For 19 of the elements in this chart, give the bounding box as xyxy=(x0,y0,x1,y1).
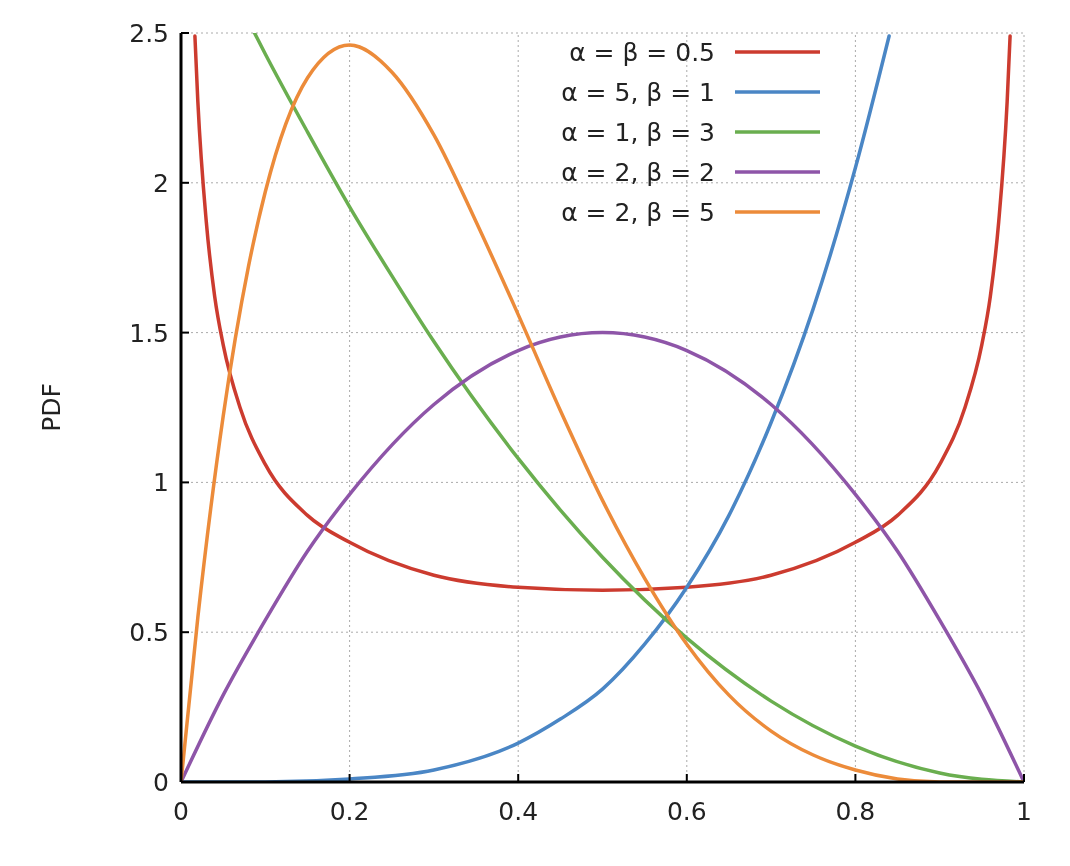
x-tick-label: 0.6 xyxy=(666,797,707,826)
y-tick-label: 2 xyxy=(153,168,169,198)
line-series xyxy=(193,34,1012,593)
x-tick-label: 0.8 xyxy=(835,797,876,826)
x-tick-label: 0.2 xyxy=(329,797,370,826)
x-tick-label: 0.4 xyxy=(498,797,539,826)
y-tick-label: 0.5 xyxy=(129,618,169,648)
y-tick-label: 1 xyxy=(153,468,169,498)
x-tick-label: 0 xyxy=(173,797,189,826)
legend-label: α = 2, β = 2 xyxy=(561,158,715,187)
x-tick-label: 1 xyxy=(1016,797,1032,826)
y-tick-label: 1.5 xyxy=(129,318,169,348)
legend-label: α = 2, β = 5 xyxy=(561,198,715,227)
y-tick-label: 0 xyxy=(153,768,169,797)
legend-label: α = 1, β = 3 xyxy=(561,118,715,147)
y-axis-title: PDF xyxy=(37,383,66,432)
legend-label: α = β = 0.5 xyxy=(569,38,715,67)
legend-label: α = 5, β = 1 xyxy=(561,78,715,107)
y-tick-label: 2.5 xyxy=(129,19,169,48)
